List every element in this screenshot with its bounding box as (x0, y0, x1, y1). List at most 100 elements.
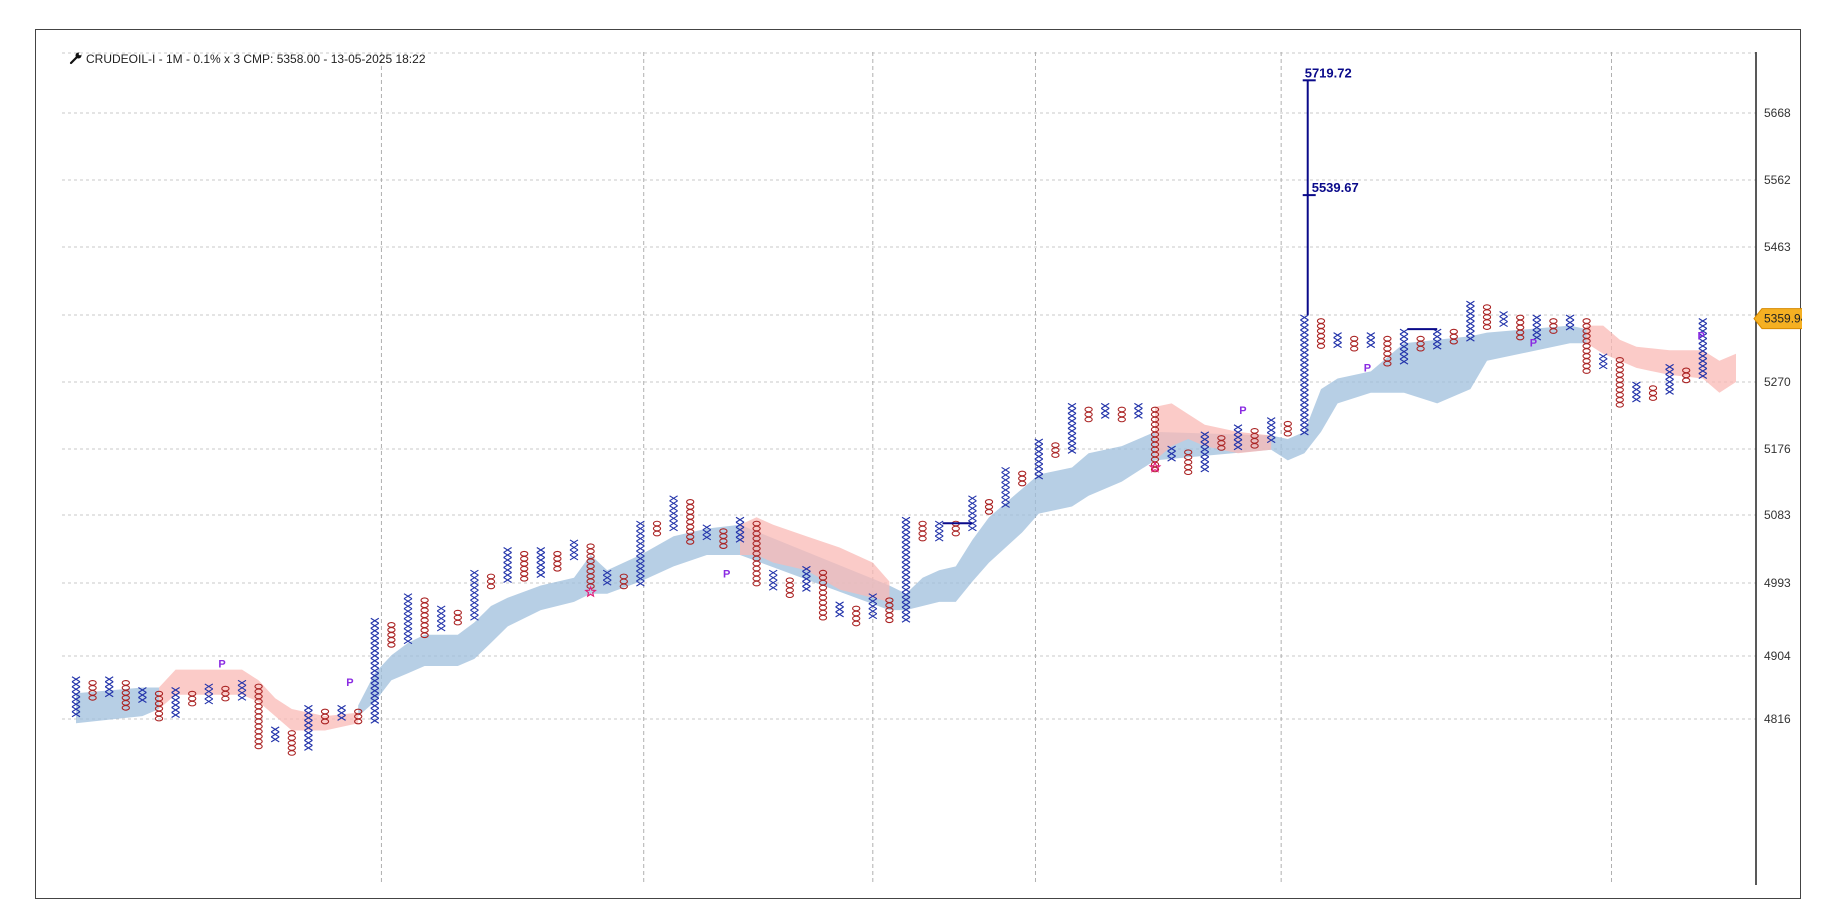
o-box (918, 525, 927, 532)
o-box (154, 715, 164, 722)
x-column (602, 569, 612, 586)
x-box (901, 581, 911, 588)
o-column (453, 609, 462, 626)
grid-layer (62, 52, 1756, 885)
x-box (1266, 417, 1276, 424)
o-box (1582, 318, 1591, 324)
x-box (1300, 364, 1309, 371)
x-box (1300, 409, 1309, 416)
wrench-icon (69, 52, 82, 65)
o-box (1615, 371, 1624, 378)
x-box (934, 530, 944, 537)
o-box (420, 632, 429, 639)
x-box (1300, 384, 1309, 391)
o-box (1482, 324, 1492, 330)
x-box (1034, 473, 1044, 480)
o-box (652, 520, 662, 527)
o-column (586, 543, 595, 590)
x-box (304, 719, 313, 726)
x-box (868, 603, 878, 610)
x-box (1632, 396, 1641, 403)
x-box (702, 529, 712, 536)
o-box (553, 560, 562, 567)
x-box (1134, 402, 1143, 409)
x-column (835, 601, 844, 618)
o-column (320, 708, 330, 725)
y-tick-label: 5083 (1764, 508, 1791, 522)
o-box (387, 622, 396, 628)
o-box (652, 530, 662, 537)
y-tick-label: 5463 (1764, 240, 1791, 254)
x-column (1665, 363, 1674, 395)
x-column (901, 516, 911, 623)
o-column (1184, 449, 1193, 476)
x-column (1134, 402, 1143, 419)
o-box (1582, 348, 1591, 354)
o-box (1051, 447, 1060, 453)
x-box (304, 724, 313, 731)
p-marker: P (1239, 405, 1246, 417)
o-column (221, 685, 230, 702)
x-column (1034, 438, 1044, 480)
o-box (188, 695, 197, 702)
o-box (1250, 442, 1259, 449)
x-box (71, 701, 81, 708)
o-box (420, 622, 429, 629)
o-box (420, 602, 429, 609)
o-box (520, 555, 529, 562)
o-box (254, 713, 263, 720)
o-box (785, 587, 794, 594)
x-box (669, 495, 678, 502)
x-column (868, 593, 878, 620)
x-box (636, 525, 645, 532)
x-box (370, 677, 380, 684)
x-box (1034, 438, 1044, 445)
x-column (1233, 424, 1243, 451)
o-box (686, 524, 695, 530)
x-box (436, 625, 446, 632)
x-box (735, 526, 745, 533)
x-box (1300, 414, 1309, 421)
x-box (536, 567, 546, 573)
x-box (1466, 310, 1475, 317)
x-box (138, 687, 147, 693)
o-box (1582, 358, 1591, 364)
x-box (470, 584, 479, 591)
x-box (1499, 321, 1508, 327)
x-box (337, 709, 346, 716)
x-box (71, 711, 81, 718)
o-box (818, 604, 828, 611)
p-marker: P (346, 677, 353, 689)
x-box (1698, 353, 1708, 359)
x-box (1532, 319, 1542, 326)
o-column (387, 622, 396, 648)
o-box (1217, 445, 1226, 451)
x-box (1598, 353, 1608, 360)
o-box (121, 679, 130, 686)
x-box (370, 687, 380, 694)
x-column (1266, 417, 1276, 444)
x-box (835, 611, 844, 618)
y-tick-label: 5668 (1764, 106, 1791, 120)
x-box (204, 688, 214, 695)
o-column (88, 679, 97, 701)
o-box (387, 632, 396, 638)
x-box (536, 557, 546, 563)
x-column (470, 569, 479, 621)
x-box (71, 681, 81, 688)
o-box (752, 570, 761, 577)
x-box (403, 628, 413, 635)
o-box (686, 504, 695, 510)
o-box (1549, 318, 1558, 324)
x-box (1300, 324, 1309, 331)
o-box (984, 509, 994, 515)
o-box (586, 543, 595, 550)
o-box (1383, 335, 1392, 342)
o-box (1648, 395, 1658, 401)
x-box (669, 520, 678, 527)
o-box (453, 614, 462, 621)
o-box (320, 718, 330, 725)
o-box (1516, 314, 1525, 321)
pnf-chart[interactable]: P P P P P P P 5719.72 5539.67 4816 4904 4993 5083 51… (36, 30, 1802, 900)
x-box (1632, 386, 1641, 393)
